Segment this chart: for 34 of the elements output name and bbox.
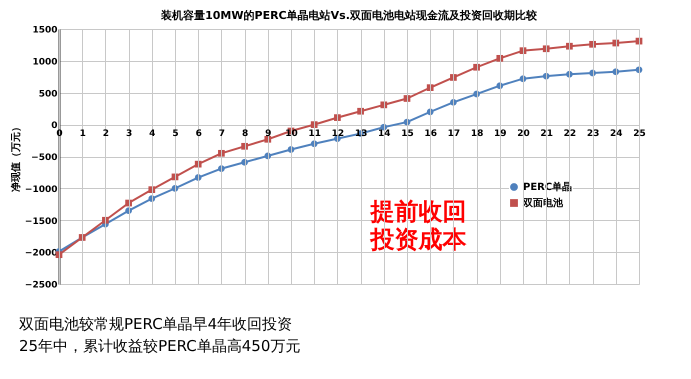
x-tick-label: 6 xyxy=(196,129,202,140)
y-tick-label: −2500 xyxy=(24,280,58,290)
x-tick-label: 20 xyxy=(517,129,530,140)
y-tick-label: 1500 xyxy=(32,26,58,36)
x-tick-label: 18 xyxy=(470,129,484,140)
x-tick-label: 12 xyxy=(332,129,344,140)
text: 25年中，累计收益较PERC单晶高450万元 xyxy=(19,337,300,355)
x-tick-label: 21 xyxy=(540,129,553,140)
y-tick-label: −1500 xyxy=(24,216,58,227)
x-tick-label: 25 xyxy=(633,129,646,140)
x-tick-label: 15 xyxy=(401,129,414,140)
x-tick-label: 24 xyxy=(610,129,623,140)
x-tick-label: 7 xyxy=(218,129,226,140)
x-tick-label: 22 xyxy=(564,129,576,140)
x-tick-label: 23 xyxy=(586,129,600,140)
y-tick-label: −500 xyxy=(31,153,58,163)
y-axis-title: 净现值（万元） xyxy=(10,122,22,192)
y-tick-label: −1000 xyxy=(24,184,58,195)
text: 双面电池较常规PERC单晶早4年收回投资 xyxy=(19,315,292,333)
x-tick-label: 1 xyxy=(80,129,86,140)
x-tick-label: 2 xyxy=(102,129,110,140)
x-tick-label: 5 xyxy=(172,129,179,140)
y-tick-label: 1000 xyxy=(32,57,58,68)
y-tick-label: 0 xyxy=(51,121,58,132)
y-tick-label: 500 xyxy=(38,89,58,100)
x-tick-label: 17 xyxy=(448,129,460,140)
x-tick-label: 11 xyxy=(308,129,321,140)
x-tick-label: 4 xyxy=(149,129,156,140)
chart-title: 装机容量10MW的PERC单晶电站Vs.双面电池电站现金流及投资回收期比较 xyxy=(160,9,538,22)
x-tick-label: 19 xyxy=(494,129,507,140)
x-tick-label: 16 xyxy=(424,129,437,140)
x-tick-label: 3 xyxy=(126,129,132,140)
x-tick-label: 8 xyxy=(242,129,248,140)
x-tick-label: 14 xyxy=(378,129,391,140)
